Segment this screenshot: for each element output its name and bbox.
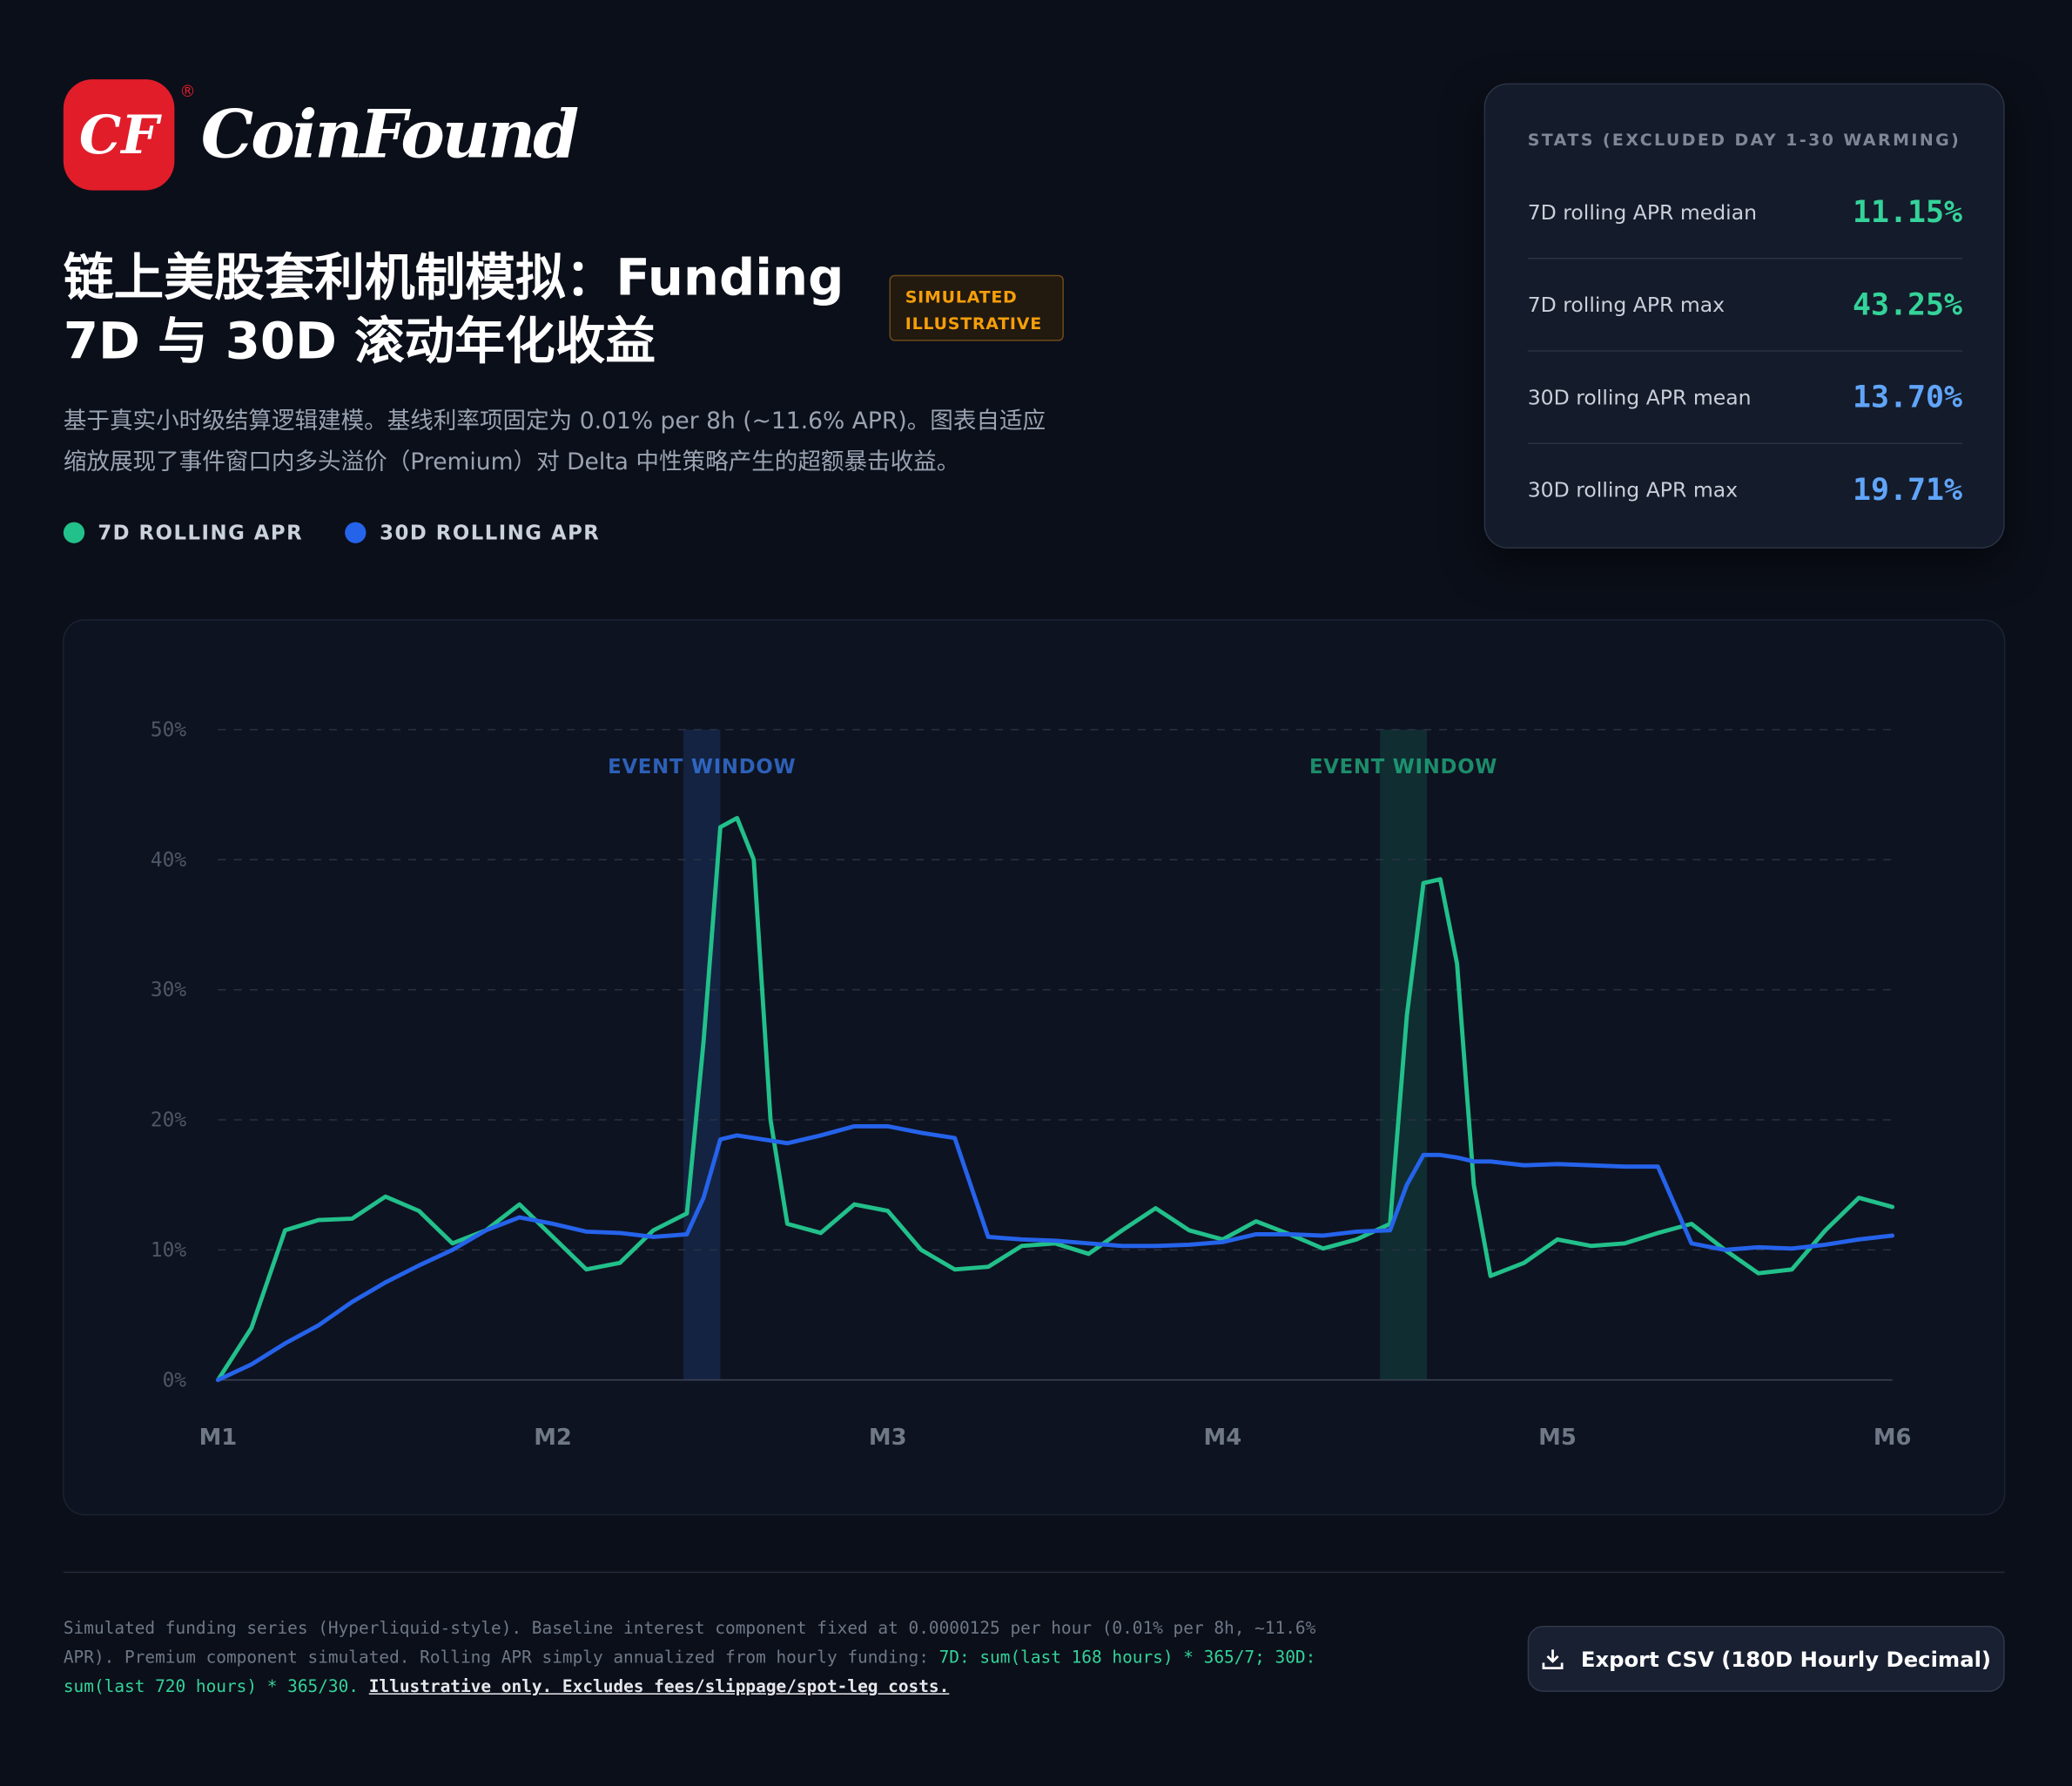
legend-item: 7D ROLLING APR (63, 521, 304, 545)
download-icon (1542, 1649, 1564, 1669)
legend-item: 30D ROLLING APR (345, 521, 601, 545)
legend-label: 7D ROLLING APR (98, 521, 304, 545)
stats-row: 7D rolling APR max 43.25% (1527, 259, 1963, 352)
legend-label: 30D ROLLING APR (380, 521, 601, 545)
stats-row: 7D rolling APR median 11.15% (1527, 166, 1963, 259)
y-tick-label: 50% (151, 718, 186, 741)
stats-value: 11.15% (1852, 194, 1963, 230)
legend: 7D ROLLING APR 30D ROLLING APR (63, 521, 601, 545)
x-tick-label: M6 (1874, 1425, 1912, 1451)
series-line (216, 1123, 1895, 1383)
series-line (216, 815, 1895, 1383)
y-tick-label: 0% (163, 1369, 187, 1392)
footnote-formula: 7D: sum(last 168 hours) * 365/7; 30D: su… (63, 1648, 1316, 1697)
registered-mark: ® (179, 82, 196, 101)
stats-list: 7D rolling APR median 11.15% 7D rolling AP… (1527, 166, 1963, 536)
y-tick-label: 40% (151, 849, 186, 872)
stats-value: 43.25% (1852, 287, 1963, 322)
footnote-disclaimer: Illustrative only. Excludes fees/slippag… (368, 1677, 950, 1697)
stats-label: 30D rolling APR mean (1527, 385, 1752, 409)
export-button[interactable]: Export CSV (180D Hourly Decimal) (1527, 1626, 2005, 1692)
badge-line: ILLUSTRATIVE (905, 313, 1042, 334)
y-tick-label: 30% (151, 979, 186, 1001)
stats-label: 7D rolling APR median (1527, 199, 1758, 225)
footnote: Simulated funding series (Hyperliquid-st… (64, 1615, 1372, 1702)
x-tick-label: M1 (199, 1425, 238, 1451)
logo-mark: CF (63, 79, 175, 191)
stats-value: 13.70% (1852, 380, 1963, 414)
footnote-text: Simulated funding series (Hyperliquid-st… (63, 1619, 1316, 1668)
stats-title: STATS (EXCLUDED DAY 1-30 WARMING) (1527, 129, 1961, 150)
chart-panel (63, 619, 2006, 1516)
x-tick-label: M3 (869, 1425, 907, 1451)
brand-name: CoinFound (200, 95, 580, 173)
x-tick-label: M2 (534, 1425, 572, 1451)
badge: SIMULATED ILLUSTRATIVE (889, 274, 1064, 341)
stats-row: 30D rolling APR max 19.71% (1528, 444, 1962, 536)
badge-line: SIMULATED (905, 286, 1018, 307)
stats-value: 19.71% (1852, 472, 1963, 508)
subtitle-line: 缩放展现了事件窗口内多头溢价（Premium）对 Delta 中性策略产生的超额… (63, 449, 960, 476)
y-tick-label: 20% (151, 1109, 186, 1132)
legend-swatch (345, 522, 367, 543)
divider (63, 1571, 2005, 1574)
title: 链上美股套利机制模拟：Funding 7D 与 30D 滚动年化收益 (64, 246, 844, 373)
title-line: 7D 与 30D 滚动年化收益 (63, 312, 656, 371)
export-button-label: Export CSV (180D Hourly Decimal) (1580, 1646, 1992, 1672)
event-window-label: EVENT WINDOW (608, 756, 796, 778)
stats-label: 30D rolling APR max (1527, 477, 1739, 502)
event-window-label: EVENT WINDOW (1309, 756, 1497, 778)
stats-label: 7D rolling APR max (1527, 293, 1726, 317)
x-tick-label: M4 (1204, 1425, 1242, 1451)
title-line: 链上美股套利机制模拟：Funding (63, 248, 844, 307)
y-tick-label: 10% (151, 1239, 186, 1262)
stats-row: 30D rolling APR mean 13.70% (1527, 352, 1963, 445)
legend-swatch (63, 522, 85, 543)
subtitle-line: 基于真实小时级结算逻辑建模。基线利率项固定为 0.01% per 8h (~11… (63, 408, 1046, 435)
subtitle: 基于真实小时级结算逻辑建模。基线利率项固定为 0.01% per 8h (~11… (64, 401, 1046, 483)
x-tick-label: M5 (1538, 1425, 1577, 1451)
stats-panel: STATS (EXCLUDED DAY 1-30 WARMING) 7D rol… (1483, 83, 2005, 549)
